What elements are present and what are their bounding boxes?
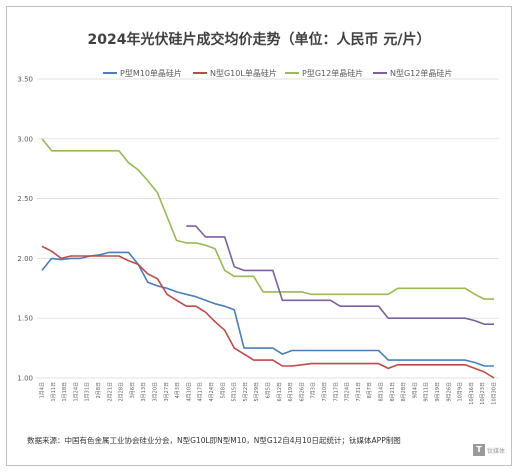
series-line	[41, 251, 494, 367]
series-line	[41, 138, 494, 300]
x-tick-label: 3月6日	[130, 382, 136, 398]
x-tick-label: 3月13日	[141, 382, 147, 402]
chart-canvas: 1.00 1.50 2.00 2.50 3.00 3.50 1月4日 1月11日 1月18日 1月…	[17, 68, 499, 405]
x-tick-label: 1月4日	[40, 382, 46, 398]
chart-title: 2024年光伏硅片成交均价走势（单位：人民币 元/片）	[87, 32, 431, 48]
x-tick-label: 8月21日	[390, 382, 396, 402]
x-tick-label: 5月22日	[243, 382, 249, 402]
y-tick-label: 3.50	[17, 76, 33, 84]
y-tick-label: 3.00	[17, 135, 33, 143]
series-line	[41, 245, 495, 379]
x-tick-label: 8月14日	[379, 382, 385, 402]
y-tick-label: 2.50	[17, 195, 33, 203]
x-tick-label: 6月12日	[277, 382, 283, 402]
x-tick-label: 4月3日	[175, 382, 181, 398]
x-tick-label: 4月17日	[198, 382, 204, 402]
x-tick-label: 4月10日	[186, 382, 192, 402]
x-tick-label: 9月4日	[412, 382, 418, 398]
legend-label: N型G12单晶硅片	[390, 68, 452, 78]
x-tick-label: 4月24日	[209, 382, 215, 402]
x-tick-label: 10月30日	[492, 382, 498, 405]
x-tick-label: 5月15日	[232, 382, 238, 402]
y-tick-label: 2.00	[17, 255, 33, 263]
x-tick-label: 1月11日	[51, 382, 57, 402]
x-tick-label: 9月19日	[435, 382, 441, 402]
x-tick-label: 10月9日	[458, 382, 464, 402]
x-tick-label: 10月16日	[469, 382, 475, 405]
series-line	[186, 225, 494, 325]
x-tick-label: 6月26日	[299, 382, 305, 402]
x-tick-label: 5月8日	[220, 382, 226, 398]
x-tick-label: 2月21日	[107, 382, 113, 402]
x-tick-label: 3月20日	[153, 382, 159, 402]
legend-label: N型G10L单晶硅片	[210, 68, 277, 78]
x-tick-label: 3月27日	[164, 382, 170, 402]
x-tick-label: 10月23日	[480, 382, 486, 405]
x-tick-label: 1月18日	[62, 382, 68, 402]
legend-label: P型G12单晶硅片	[302, 68, 363, 78]
legend-label: P型M10单晶硅片	[120, 68, 182, 78]
watermark-logo-icon: T	[473, 444, 485, 456]
x-tick-label: 7月10日	[322, 382, 328, 402]
watermark: T 钛媒体	[473, 444, 505, 456]
chart-frame: 2024年光伏硅片成交均价走势（单位：人民币 元/片） 1.00 1.50 2.00…	[6, 6, 512, 466]
source-note: 数据来源：中国有色金属工业协会硅业分会，N型G10L即N型M10，N型G12自4…	[27, 436, 401, 445]
y-tick-label: 1.00	[17, 375, 33, 383]
x-tick-label: 2月8日	[96, 382, 102, 398]
x-tick-label: 7月17日	[333, 382, 339, 402]
x-tick-label: 5月29日	[254, 382, 260, 402]
x-tick-label: 7月31日	[356, 382, 362, 402]
x-tick-label: 1月24日	[73, 382, 79, 402]
x-tick-label: 8月7日	[367, 382, 373, 398]
x-tick-label: 8月28日	[401, 382, 407, 402]
x-tick-label: 2月28日	[119, 382, 125, 402]
x-tick-label: 1月31日	[85, 382, 91, 402]
x-tick-label: 6月19日	[288, 382, 294, 402]
x-tick-label: 9月26日	[446, 382, 452, 402]
x-tick-label: 9月11日	[424, 382, 430, 402]
x-tick-label: 6月5日	[266, 382, 272, 398]
x-tick-label: 7月3日	[311, 382, 317, 398]
x-tick-label: 7月24日	[345, 382, 351, 402]
y-tick-label: 1.50	[17, 315, 33, 323]
watermark-text: 钛媒体	[487, 447, 506, 455]
